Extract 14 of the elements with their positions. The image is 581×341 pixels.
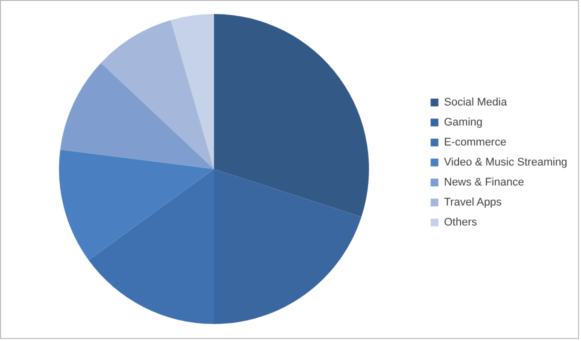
- legend-label: Gaming: [444, 116, 483, 128]
- pie-slice: [60, 62, 214, 169]
- pie-slice: [59, 150, 214, 260]
- legend-label: News & Finance: [444, 176, 524, 188]
- legend-label: Travel Apps: [444, 196, 502, 208]
- pie-slice: [101, 20, 214, 169]
- legend-label: Video & Music Streaming: [444, 156, 568, 168]
- legend-label: Others: [444, 216, 478, 228]
- pie-slice: [170, 14, 214, 169]
- pie-slice: [88, 169, 214, 324]
- legend-label: Social Media: [444, 96, 508, 108]
- pie-slice: [214, 169, 362, 324]
- pie-slice: [214, 14, 369, 217]
- legend-label: E-commerce: [444, 136, 506, 148]
